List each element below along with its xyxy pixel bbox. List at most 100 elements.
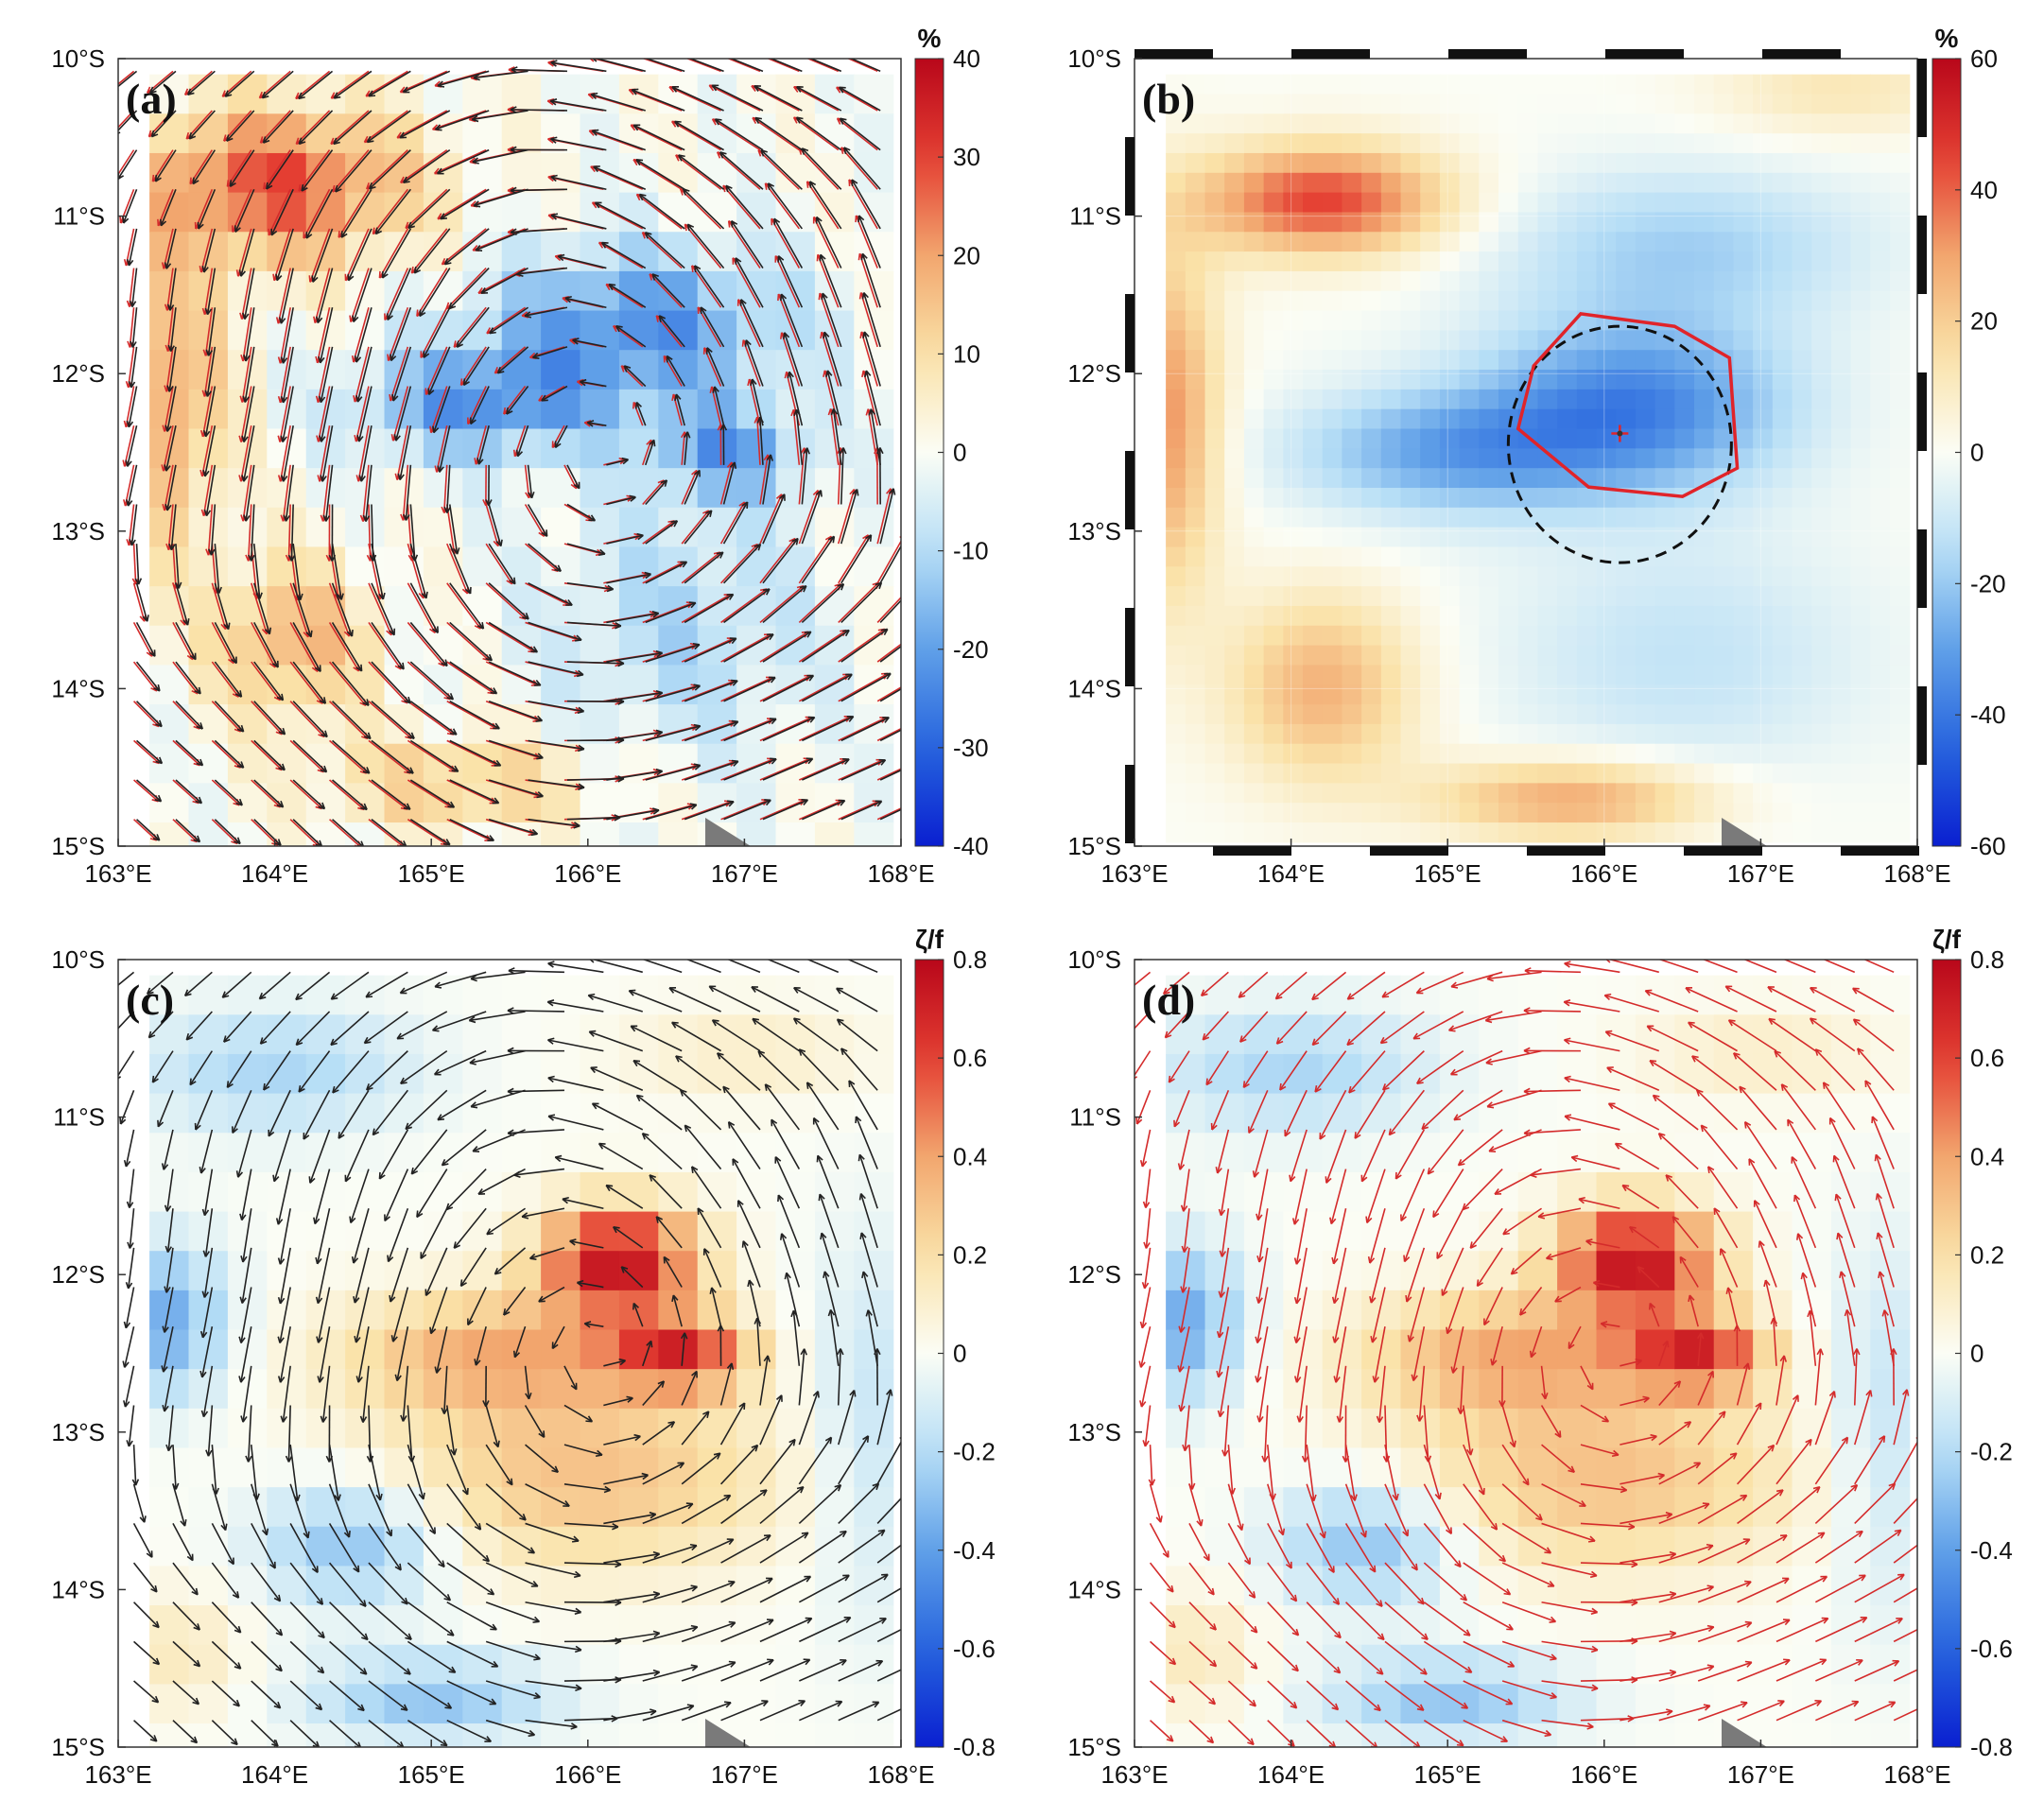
velocity-arrowhead — [881, 1573, 889, 1581]
velocity-arrowhead — [756, 416, 764, 424]
velocity-arrowhead — [762, 588, 771, 596]
velocity-arrow — [777, 1194, 801, 1249]
velocity-arrow — [507, 1089, 564, 1093]
velocity-arrowhead — [575, 1684, 582, 1691]
heatmap-cell — [1850, 665, 1871, 685]
velocity-arrow — [666, 355, 685, 387]
heatmap-cell — [1459, 290, 1480, 312]
velocity-arrowhead — [199, 1370, 207, 1378]
heatmap-cell — [1537, 172, 1558, 194]
velocity-arrowhead — [728, 1580, 736, 1587]
velocity-arrow — [547, 1039, 604, 1052]
heatmap-cell — [1185, 704, 1206, 725]
heatmap-cell — [1772, 330, 1793, 351]
velocity-arrow — [185, 1011, 213, 1041]
velocity-arrow — [642, 1421, 675, 1446]
velocity-arrow — [430, 1287, 448, 1334]
heatmap-cell — [1479, 389, 1499, 410]
heatmap-cell — [1674, 94, 1695, 114]
velocity-arrowhead — [437, 80, 445, 88]
heatmap-cell — [1850, 192, 1871, 214]
heatmap-cell — [1479, 74, 1499, 95]
heatmap-cell — [1870, 803, 1891, 823]
heatmap-cell — [1303, 192, 1324, 214]
heatmap-cell — [1479, 1211, 1519, 1252]
heatmap-cell — [1557, 625, 1578, 647]
velocity-arrow — [407, 1405, 413, 1463]
y-tick-label: 11°S — [53, 1103, 105, 1132]
heatmap-cell — [1772, 546, 1793, 567]
velocity-arrow — [211, 1640, 242, 1670]
heatmap-cell — [1713, 389, 1735, 410]
heatmap-cell — [1830, 74, 1852, 95]
velocity-arrowhead — [369, 182, 376, 190]
velocity-arrowhead — [461, 1487, 469, 1496]
heatmap-cell — [1322, 975, 1362, 1015]
velocity-arrowhead — [238, 1336, 246, 1344]
heatmap-cell — [1283, 1408, 1324, 1449]
velocity-arrow — [211, 779, 240, 806]
velocity-arrow — [319, 1326, 331, 1383]
heatmap-cell — [1479, 270, 1499, 292]
velocity-arrowhead — [448, 1666, 457, 1673]
velocity-arrow — [759, 1486, 805, 1525]
velocity-vectors — [118, 960, 901, 1747]
heatmap-cell — [854, 1329, 894, 1370]
heatmap-cell — [267, 270, 307, 312]
heatmap-cell — [188, 74, 229, 114]
heatmap-cell — [1185, 723, 1206, 745]
x-tick-label: 165°E — [398, 1760, 465, 1789]
heatmap-cell — [1498, 684, 1519, 705]
heatmap-cell — [1322, 152, 1343, 174]
velocity-arrowhead — [192, 177, 199, 185]
velocity-arrow — [206, 346, 217, 397]
heatmap-cell — [1322, 172, 1343, 194]
heatmap-cell — [1185, 605, 1206, 627]
heatmap-cell — [1479, 527, 1499, 548]
velocity-arrow — [691, 265, 722, 308]
heatmap-cell — [541, 1447, 581, 1488]
heatmap-cell — [1733, 270, 1754, 292]
heatmap-cell — [1850, 605, 1871, 627]
heatmap-cell — [1850, 645, 1871, 667]
velocity-arrowhead — [670, 520, 679, 528]
heatmap-cell — [1185, 665, 1206, 685]
heatmap-cell — [1498, 822, 1519, 843]
velocity-arrowhead — [462, 378, 470, 387]
velocity-arrow — [700, 306, 725, 348]
heatmap-cell — [1674, 625, 1695, 647]
heatmap-cell — [1616, 350, 1637, 371]
heatmap-cell — [1263, 468, 1284, 489]
velocity-arrow — [175, 739, 203, 767]
velocity-arrowhead — [510, 146, 517, 154]
velocity-arrow — [453, 1207, 487, 1249]
velocity-arrow — [686, 223, 725, 269]
heatmap-cell — [1654, 468, 1675, 489]
velocity-arrowhead — [754, 116, 763, 125]
heatmap-cell — [1243, 763, 1265, 784]
velocity-arrowhead — [344, 1174, 352, 1183]
velocity-arrow — [253, 622, 279, 668]
velocity-arrowhead — [403, 176, 410, 183]
velocity-arrowhead — [655, 1216, 664, 1223]
velocity-arrowhead — [747, 1279, 754, 1288]
velocity-arrow — [867, 408, 878, 465]
heatmap-cell — [1380, 270, 1402, 292]
heatmap-cell — [854, 1211, 894, 1252]
heatmap-cell — [1596, 408, 1617, 430]
heatmap-cell — [149, 1053, 190, 1095]
velocity-arrowhead — [725, 184, 733, 193]
velocity-arrow — [282, 464, 291, 522]
heatmap-cell — [580, 1093, 620, 1134]
heatmap-cell — [1204, 684, 1225, 705]
velocity-arrowhead — [180, 1519, 187, 1527]
velocity-arrow — [550, 176, 607, 191]
heatmap-cell — [1322, 1526, 1362, 1567]
heatmap-cell — [1557, 645, 1578, 667]
velocity-arrow — [407, 819, 448, 846]
heatmap-cell — [1243, 389, 1265, 410]
velocity-arrow — [407, 582, 436, 633]
heatmap-cell — [1498, 546, 1519, 567]
heatmap-cell — [1224, 94, 1245, 114]
eddy-core-contour — [1516, 312, 1740, 498]
